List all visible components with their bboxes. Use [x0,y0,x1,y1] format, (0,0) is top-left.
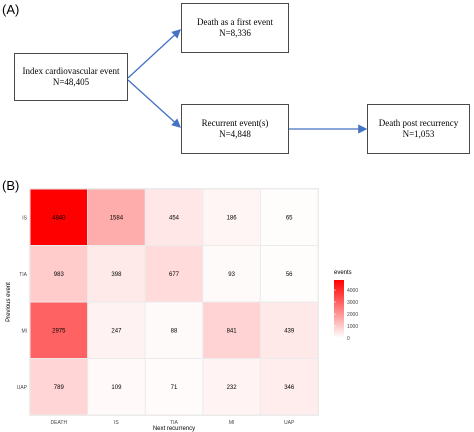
legend-tick-label: 2000 [347,312,358,318]
heatmap-cell-label: 841 [227,328,238,334]
recurrent-events-box: Recurrent event(s) N=4,848 [181,104,289,154]
legend-tick-label: 1000 [347,324,358,330]
heatmap-cell-label: 983 [54,272,65,278]
heatmap-cell-label: 93 [228,272,235,278]
heatmap-cell-label: 71 [171,385,178,391]
heatmap-cell [203,246,260,302]
heatmap-cell [30,302,88,358]
heatmap-cell-label: 1584 [110,215,124,221]
recurrent-events-title: Recurrent event(s) [201,118,269,128]
legend-title: events [334,270,352,276]
arrow-to-recurrent [127,79,181,128]
heatmap-cell-label: 2975 [52,328,66,334]
x-tick-label: IS [114,420,119,426]
heatmap-chart: 4840 1584 454 186 65 983 398 677 93 56 2975 247 88 84… [6,188,358,432]
heatmap-cell [145,302,203,358]
x-tick-label: DEATH [51,420,68,426]
index-event-box: Index cardiovascular event N=48,405 [14,53,128,101]
heatmap-cell [145,359,203,415]
legend-tick-label: 3000 [347,300,358,306]
heatmap-cell [88,246,145,302]
death-first-event-title: Death as a first event [197,17,273,27]
heatmap-cell [30,359,88,415]
legend-color-bar [334,280,344,338]
y-tick-label: UAP [17,385,28,391]
recurrent-events-count: N=4,848 [219,129,251,139]
heatmap-cell [203,302,260,358]
heatmap-x-axis-label: Next recurrency [153,426,195,432]
heatmap-cell-label: 439 [284,328,295,334]
index-event-count: N=48,405 [52,77,90,87]
heatmap-cell [260,246,318,302]
heatmap-cell-label: 454 [169,215,180,221]
heatmap-cell [203,189,260,245]
heatmap-cell [30,246,88,302]
heatmap-cell [203,359,260,415]
heatmap-cell [30,189,88,245]
heatmap-cell [260,302,318,358]
index-event-title: Index cardiovascular event [22,66,120,76]
heatmap-cell-label: 109 [111,385,122,391]
heatmap-cell [145,246,203,302]
arrow-to-death-first [127,29,181,79]
legend-tick-label: 4000 [347,288,358,294]
heatmap-cell-label: 346 [284,385,295,391]
x-tick-label: TIA [170,420,178,426]
death-post-recurrency-box: Death post recurrency N=1,053 [367,104,470,154]
heatmap-cell-label: 232 [227,385,238,391]
heatmap-cell-label: 677 [169,272,180,278]
flowchart-arrows [127,29,368,134]
panel-a-label: (A) [2,2,20,17]
heatmap-cell-label: 247 [111,328,122,334]
heatmap-cell-label: 4840 [52,215,66,221]
heatmap-y-axis-label: Previous event [6,282,12,322]
y-tick-label: MI [21,328,27,334]
heatmap-cell-label: 789 [54,385,65,391]
panel-b-label: (B) [2,178,20,193]
heatmap-cell-label: 65 [286,215,293,221]
heatmap-cell-label: 88 [171,328,178,334]
death-post-recurrency-count: N=1,053 [402,129,435,139]
heatmap-cell [88,302,145,358]
y-tick-label: TIA [19,272,27,278]
heatmap-cell [260,359,318,415]
heatmap-cell-label: 186 [227,215,238,221]
heatmap-cell-label: 398 [111,272,122,278]
heatmap-cell [88,359,145,415]
y-tick-label: IS [22,215,27,221]
death-post-recurrency-title: Death post recurrency [378,118,459,128]
death-first-event-count: N=8,336 [219,28,251,38]
heatmap-cell [88,189,145,245]
legend-tick-label: 0 [347,336,350,342]
x-tick-label: UAP [284,420,295,426]
heatmap-cell-label: 56 [286,272,293,278]
heatmap-cell [145,189,203,245]
death-first-event-box: Death as a first event N=8,336 [181,3,289,53]
heatmap-cell [260,189,318,245]
x-tick-label: MI [229,420,235,426]
